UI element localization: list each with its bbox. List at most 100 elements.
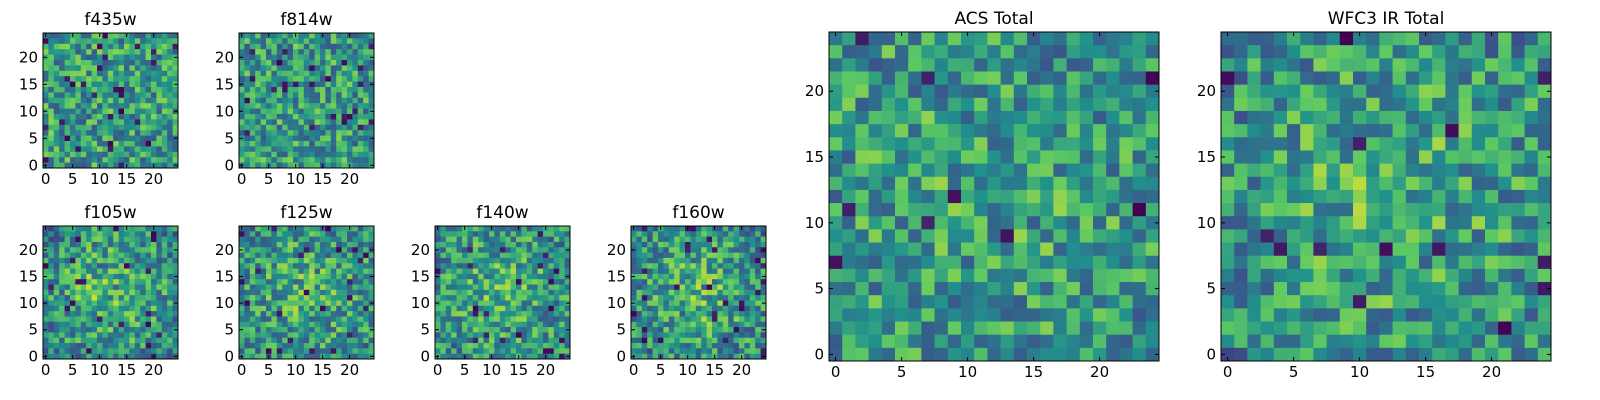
heatmap-cell — [86, 103, 92, 109]
heatmap-cell — [48, 38, 55, 45]
heatmap-cell — [282, 353, 288, 360]
heatmap-cell — [543, 257, 549, 264]
heatmap-cell — [521, 279, 528, 285]
heatmap-cell — [266, 54, 272, 61]
heatmap-cell — [895, 347, 909, 362]
heatmap-cell — [641, 300, 648, 307]
heatmap-cell — [1066, 71, 1081, 86]
heatmap-cell — [1053, 84, 1067, 99]
heatmap-cell — [325, 108, 332, 115]
heatmap-cell — [489, 316, 495, 323]
heatmap-cell — [868, 255, 883, 270]
heatmap-cell — [728, 268, 734, 275]
heatmap-cell — [690, 353, 697, 360]
heatmap-cell — [1027, 150, 1041, 164]
heatmap-cell — [1339, 110, 1354, 125]
heatmap-cell — [679, 337, 686, 344]
heatmap-cell — [1247, 97, 1261, 112]
heatmap-cell — [1000, 71, 1015, 86]
heatmap-cell — [75, 273, 82, 280]
y-tick-label: 20 — [215, 48, 234, 66]
heatmap-cell — [134, 305, 141, 312]
heatmap-cell — [368, 257, 375, 264]
heatmap-cell — [1419, 163, 1433, 178]
heatmap-cell — [739, 311, 745, 317]
heatmap-cell — [1485, 58, 1499, 72]
heatmap-cell — [161, 257, 168, 264]
heatmap-cell — [298, 348, 305, 355]
heatmap-cell — [1445, 84, 1459, 99]
heatmap-cell — [1419, 150, 1433, 164]
heatmap-cell — [64, 43, 71, 50]
heatmap-cell — [244, 157, 251, 163]
heatmap-cell — [1053, 308, 1067, 322]
heatmap-cell — [43, 284, 49, 291]
heatmap-cell — [156, 332, 163, 339]
heatmap-cell — [167, 130, 173, 136]
heatmap-cell — [129, 146, 136, 153]
heatmap-cell — [516, 300, 522, 307]
heatmap-cell — [140, 231, 146, 238]
heatmap-cell — [445, 226, 452, 232]
heatmap-cell — [1145, 295, 1160, 309]
heatmap-cell — [124, 295, 130, 301]
heatmap-cell — [320, 327, 326, 333]
heatmap-cell — [895, 308, 909, 322]
heatmap-cell — [1353, 45, 1367, 59]
heatmap-cell — [728, 337, 734, 344]
heatmap-cell — [325, 130, 332, 136]
heatmap-cell — [934, 216, 949, 230]
heatmap-cell — [526, 348, 533, 355]
heatmap-cell — [749, 268, 756, 275]
heatmap-cell — [636, 295, 643, 301]
heatmap-cell — [102, 65, 109, 72]
heatmap-cell — [559, 247, 565, 253]
heatmap-cell — [352, 97, 359, 104]
heatmap-cell — [140, 65, 146, 72]
heatmap-cell — [91, 162, 98, 169]
heatmap-cell — [102, 321, 109, 328]
heatmap-cell — [701, 295, 707, 301]
heatmap-cell — [53, 130, 60, 136]
heatmap-cell — [733, 252, 740, 259]
heatmap-cell — [435, 337, 441, 344]
heatmap-cell — [668, 226, 675, 232]
heatmap-cell — [260, 279, 267, 285]
heatmap-cell — [881, 334, 896, 349]
heatmap-cell — [357, 321, 364, 328]
heatmap-cell — [1524, 71, 1539, 86]
heatmap-cell — [70, 151, 76, 158]
heatmap-cell — [151, 108, 157, 115]
heatmap-cell — [145, 252, 152, 259]
heatmap-cell — [59, 92, 65, 99]
heatmap-cell — [134, 241, 141, 248]
heatmap-cell — [357, 60, 364, 66]
heatmap-cell — [107, 343, 114, 349]
heatmap-cell — [309, 268, 315, 275]
heatmap-cell — [712, 284, 718, 291]
heatmap-cell — [260, 257, 267, 264]
heatmap-cell — [43, 124, 49, 131]
heatmap-cell — [1392, 216, 1407, 230]
heatmap-cell — [352, 231, 359, 238]
heatmap-cell — [298, 353, 305, 360]
heatmap-cell — [124, 332, 130, 339]
heatmap-cell — [478, 263, 484, 269]
heatmap-cell — [320, 119, 326, 126]
heatmap-cell — [347, 108, 353, 115]
heatmap-cell — [499, 289, 506, 296]
heatmap-cell — [881, 229, 896, 243]
heatmap-cell — [309, 284, 315, 291]
heatmap-cell — [161, 279, 168, 285]
heatmap-cell — [341, 279, 348, 285]
heatmap-cell — [1247, 189, 1261, 204]
heatmap-cell — [685, 231, 691, 238]
heatmap-cell — [934, 84, 949, 99]
heatmap-cell — [1392, 203, 1407, 217]
heatmap-cell — [1458, 124, 1473, 138]
heatmap-cell — [510, 343, 517, 349]
heatmap-cell — [134, 108, 141, 115]
heatmap-cell — [652, 316, 659, 323]
heatmap-cell — [244, 226, 251, 232]
heatmap-cell — [352, 263, 359, 269]
